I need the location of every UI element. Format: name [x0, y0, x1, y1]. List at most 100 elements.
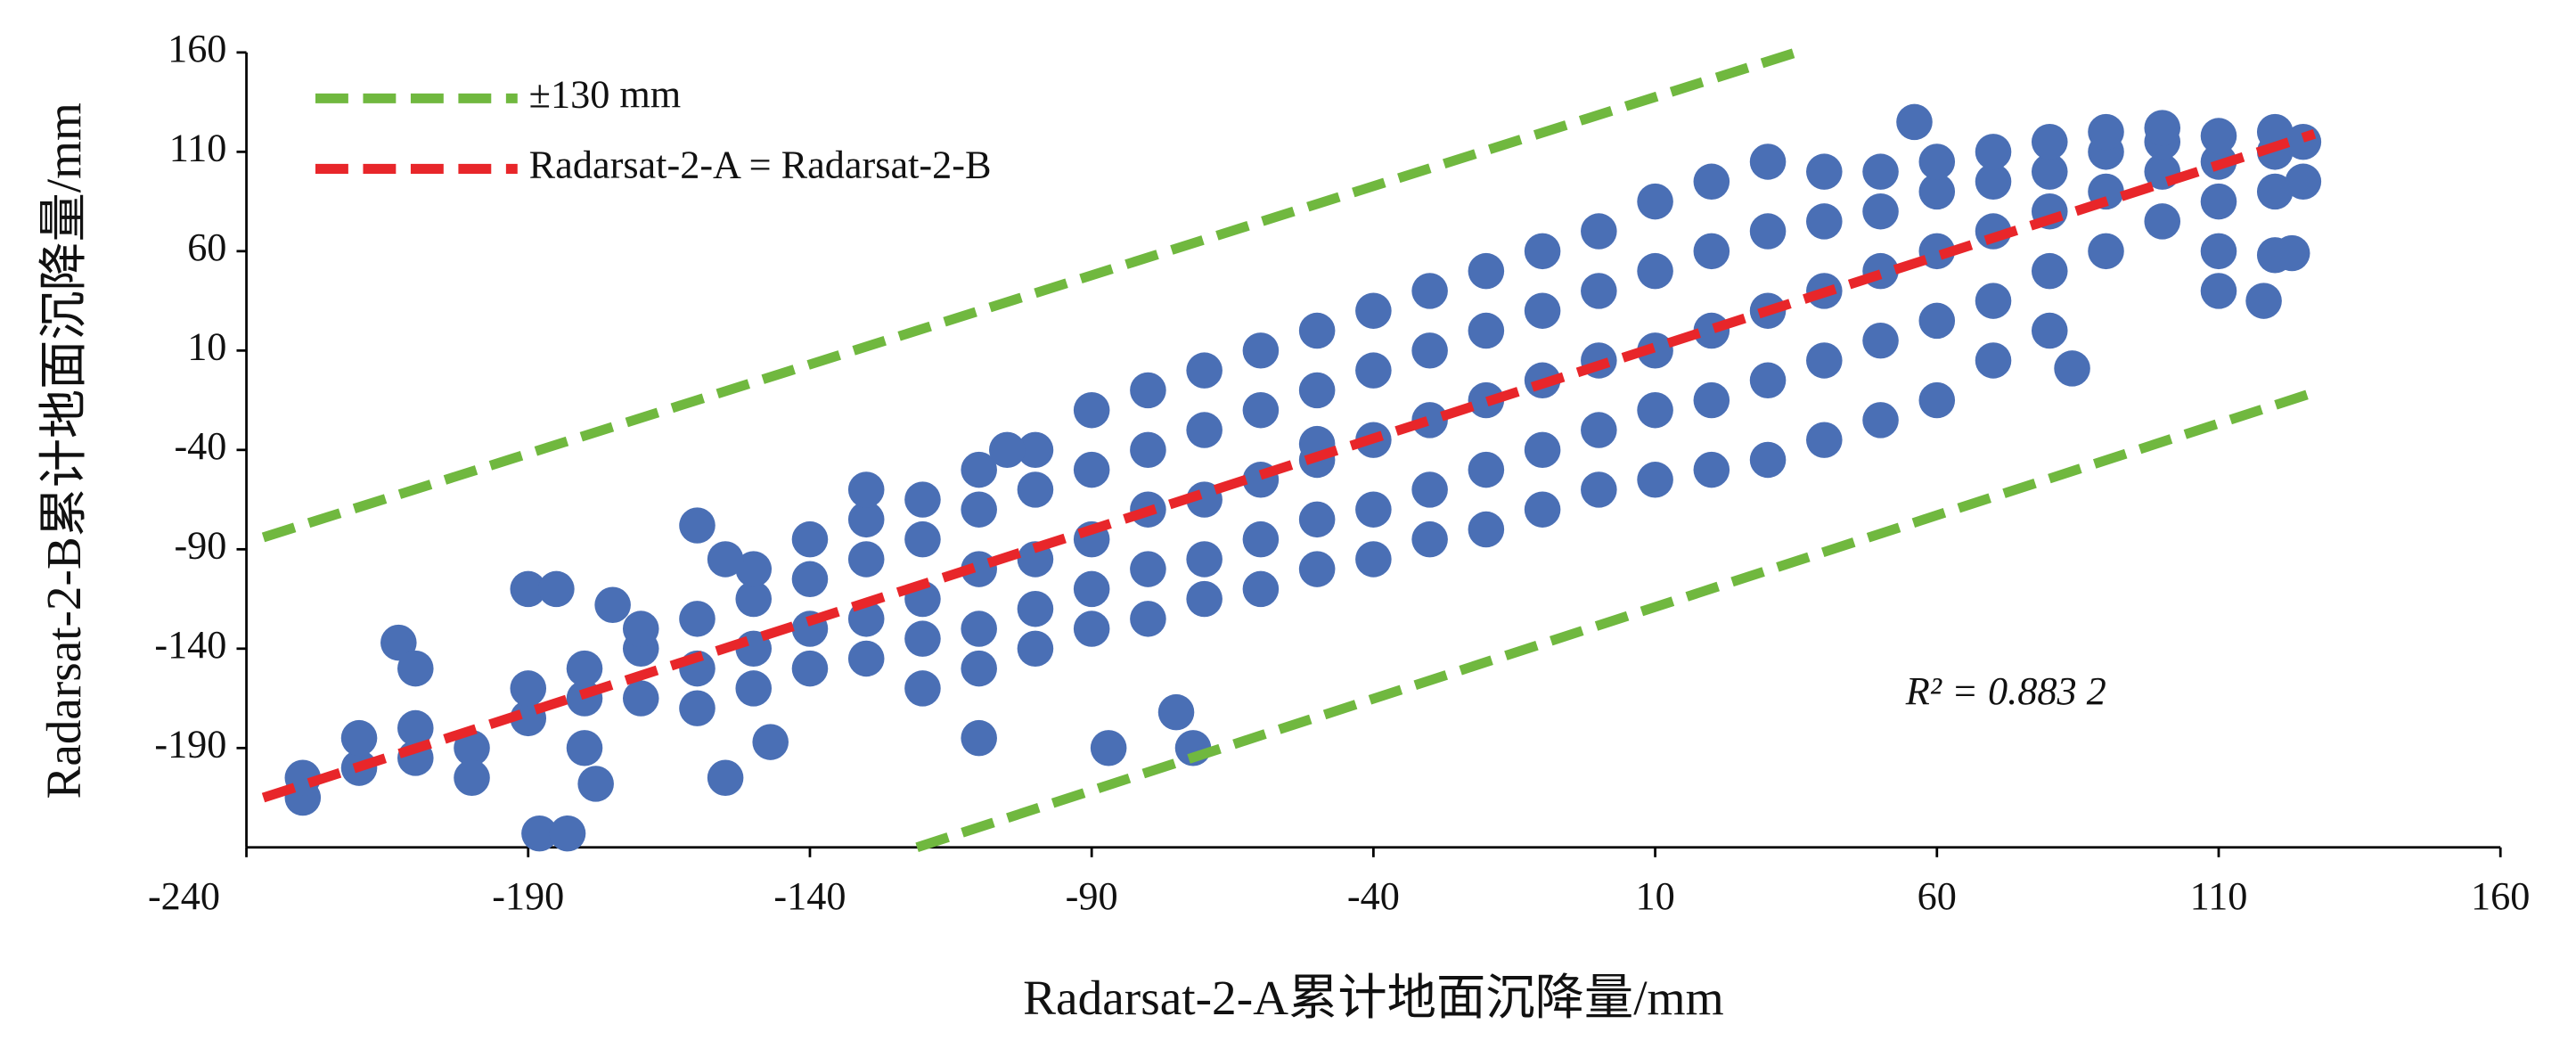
scatter-point	[1806, 203, 1843, 240]
scatter-point	[1411, 471, 1448, 508]
scatter-point	[791, 561, 829, 597]
y-tick-label: -190	[154, 722, 226, 766]
scatter-point	[1975, 213, 2012, 250]
scatter-point	[679, 601, 716, 637]
scatter-point	[1637, 252, 1673, 290]
scatter-point	[1017, 590, 1054, 627]
scatter-point	[1918, 173, 1956, 210]
scatter-point	[1298, 501, 1336, 538]
x-tick-label: 10	[1635, 874, 1674, 918]
scatter-point	[454, 730, 490, 766]
x-tick-label: -140	[773, 874, 846, 918]
scatter-point	[1017, 431, 1054, 469]
scatter-point	[1975, 134, 2012, 170]
x-tick-label: -90	[1066, 874, 1118, 918]
y-tick-label: -140	[154, 623, 226, 667]
scatter-point	[1524, 233, 1561, 270]
scatter-point	[1130, 601, 1166, 637]
scatter-point	[1355, 352, 1392, 389]
scatter-point	[904, 481, 941, 518]
scatter-point	[397, 709, 434, 747]
scatter-point	[1411, 332, 1448, 369]
scatter-point	[1073, 391, 1110, 429]
scatter-point	[2031, 123, 2068, 160]
scatter-point	[1242, 391, 1280, 429]
scatter-point	[1186, 412, 1223, 448]
scatter-point	[1806, 153, 1843, 190]
scatter-point	[1524, 431, 1561, 469]
scatter-point	[1524, 491, 1561, 528]
x-tick-label: -240	[148, 874, 220, 918]
scatter-point	[594, 586, 631, 623]
scatter-point	[989, 431, 1026, 469]
scatter-point	[1130, 551, 1166, 587]
scatter-point	[1130, 431, 1166, 469]
scatter-point	[1298, 372, 1336, 409]
legend-label: ±130 mm	[529, 73, 682, 117]
scatter-point	[1524, 292, 1561, 329]
scatter-point	[904, 520, 941, 558]
scatter-point	[566, 650, 603, 687]
scatter-point	[1862, 193, 1899, 230]
scatter-point	[1355, 292, 1392, 329]
x-tick-label: 160	[2471, 874, 2530, 918]
scatter-point	[1581, 471, 1617, 508]
scatter-point	[735, 670, 773, 707]
scatter-point	[1862, 153, 1899, 190]
scatter-point	[2273, 234, 2310, 272]
scatter-point	[1806, 342, 1843, 379]
y-tick-label: -40	[174, 424, 226, 468]
scatter-point	[2200, 233, 2237, 270]
annotation: R² = 0.883 2	[1905, 669, 2106, 713]
scatter-point	[1186, 580, 1223, 618]
scatter-point	[1355, 541, 1392, 578]
scatter-point	[1918, 381, 1956, 419]
x-tick-label: -40	[1347, 874, 1400, 918]
scatter-point	[904, 670, 941, 707]
reference-line	[261, 47, 2317, 853]
scatter-point	[397, 650, 434, 687]
scatter-point	[1073, 451, 1110, 488]
scatter-point	[510, 570, 547, 608]
scatter-point	[1468, 312, 1505, 349]
y-tick-label: 110	[169, 127, 227, 170]
y-tick-label: 10	[187, 325, 226, 369]
scatter-point	[961, 719, 997, 757]
scatter-point	[1468, 511, 1505, 548]
scatter-point	[847, 640, 885, 677]
scatter-point	[1242, 332, 1280, 369]
scatter-point	[1862, 322, 1899, 359]
scatter-point	[2200, 118, 2237, 154]
scatter-point	[707, 759, 744, 796]
x-tick-label: -190	[492, 874, 564, 918]
y-axis-title: Radarsat-2-B累计地面沉降量/mm	[37, 102, 91, 799]
scatter-point	[549, 815, 586, 852]
scatter-point	[1581, 412, 1617, 448]
scatter-point	[1637, 183, 1673, 220]
scatter-point	[380, 624, 417, 661]
x-axis-title: Radarsat-2-A累计地面沉降量/mm	[1023, 971, 1723, 1025]
y-tick-label: 60	[187, 225, 226, 269]
scatter-point	[1693, 163, 1730, 201]
scatter-point	[2088, 113, 2124, 151]
scatter-point	[2144, 203, 2181, 240]
scatter-point	[1073, 611, 1110, 647]
scatter-point	[1355, 491, 1392, 528]
scatter-point	[1862, 252, 1899, 290]
scatter-point	[2256, 173, 2294, 210]
scatter-point	[2088, 233, 2124, 270]
y-tick-label: 160	[168, 27, 226, 70]
scatter-point	[1186, 481, 1223, 518]
scatter-point	[752, 724, 789, 760]
scatter-point	[791, 520, 829, 558]
x-tick-label: 110	[2190, 874, 2248, 918]
scatter-point	[1581, 213, 1617, 250]
scatter-point	[707, 541, 744, 578]
scatter-point	[1186, 541, 1223, 578]
scatter-point	[340, 719, 378, 757]
scatter-point	[566, 730, 603, 766]
scatter-point	[2200, 273, 2237, 309]
scatter-point	[1186, 352, 1223, 389]
scatter-point	[1975, 283, 2012, 319]
